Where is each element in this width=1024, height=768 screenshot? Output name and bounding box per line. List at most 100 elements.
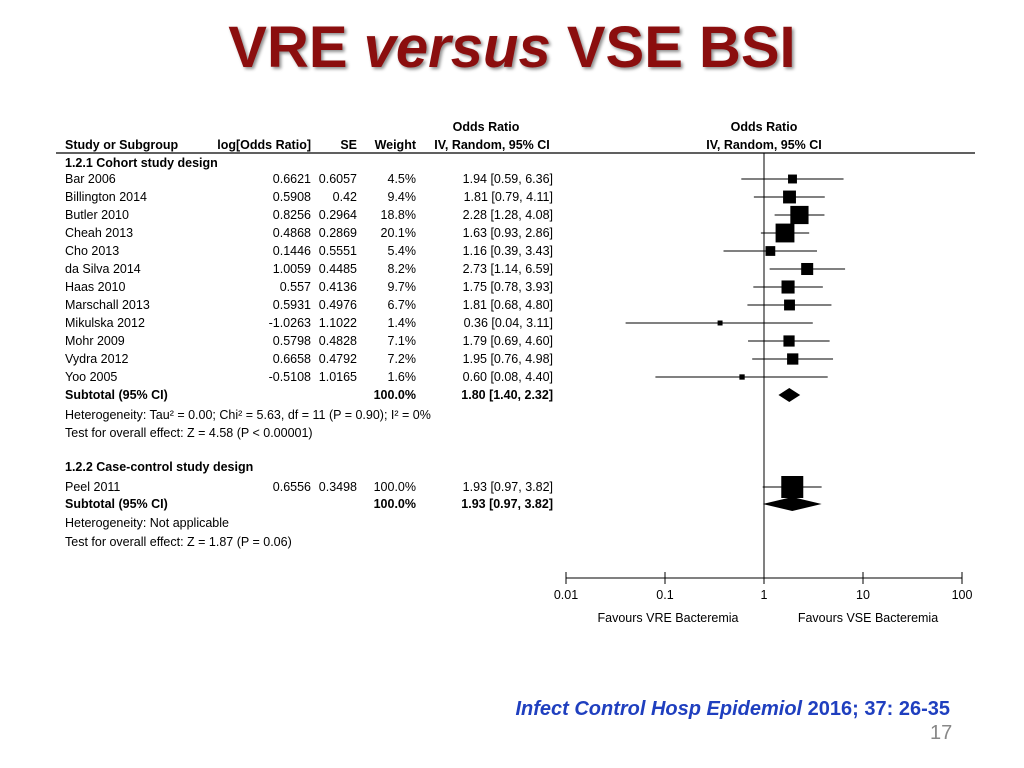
study-se: 1.0165: [319, 370, 357, 384]
study-se: 0.2869: [319, 226, 357, 240]
subtotal-ci: 1.93 [0.97, 3.82]: [461, 497, 553, 511]
study-name: Marschall 2013: [65, 298, 150, 312]
study-name: Billington 2014: [65, 190, 147, 204]
header-logor: log[Odds Ratio]: [217, 138, 311, 152]
study-name: Bar 2006: [65, 172, 116, 186]
study-se: 0.4485: [319, 262, 357, 276]
study-ci: 0.36 [0.04, 3.11]: [464, 316, 553, 330]
study-ci: 1.93 [0.97, 3.82]: [463, 480, 553, 494]
overall-effect-text: Test for overall effect: Z = 4.58 (P < 0…: [65, 426, 313, 440]
subtotal-weight: 100.0%: [374, 388, 416, 402]
header-or-top: Odds Ratio: [453, 120, 520, 134]
citation-details: 2016; 37: 26-35: [802, 698, 950, 720]
study-ci: 1.79 [0.69, 4.60]: [463, 334, 553, 348]
x-tick-label: 0.1: [656, 588, 673, 602]
study-marker: [781, 476, 804, 498]
header-weight: Weight: [375, 138, 417, 152]
favours-left-label: Favours VRE Bacteremia: [597, 611, 738, 625]
study-se: 0.6057: [319, 172, 357, 186]
study-marker: [783, 190, 796, 204]
study-marker: [765, 246, 776, 256]
study-logor: 0.1446: [273, 244, 311, 258]
study-weight: 20.1%: [381, 226, 416, 240]
study-marker: [787, 353, 799, 365]
study-weight: 5.4%: [388, 244, 417, 258]
slide-number: 17: [930, 722, 953, 744]
subtotal-weight: 100.0%: [374, 497, 416, 511]
study-se: 0.3498: [319, 480, 357, 494]
study-logor: -0.5108: [269, 370, 311, 384]
study-name: Mikulska 2012: [65, 316, 145, 330]
study-marker: [775, 223, 795, 243]
study-weight: 4.5%: [388, 172, 417, 186]
study-weight: 7.1%: [388, 334, 417, 348]
study-name: Mohr 2009: [65, 334, 125, 348]
subgroup-heading: 1.2.1 Cohort study design: [65, 156, 218, 170]
x-tick-label: 0.01: [554, 588, 578, 602]
study-logor: 0.5908: [273, 190, 311, 204]
heterogeneity-text: Heterogeneity: Tau² = 0.00; Chi² = 5.63,…: [65, 408, 431, 422]
study-logor: 0.8256: [273, 208, 311, 222]
study-logor: 0.557: [280, 280, 311, 294]
study-se: 0.4976: [319, 298, 357, 312]
study-ci: 2.73 [1.14, 6.59]: [463, 262, 553, 276]
header-plot-bottom: IV, Random, 95% CI: [706, 138, 822, 152]
title-part2: VSE BSI: [550, 15, 796, 80]
x-tick-label: 100: [952, 588, 973, 602]
subtotal-diamond: [778, 388, 801, 402]
study-ci: 1.63 [0.93, 2.86]: [463, 226, 553, 240]
study-marker: [739, 374, 745, 380]
study-name: Haas 2010: [65, 280, 126, 294]
study-logor: 0.6621: [273, 172, 311, 186]
citation: Infect Control Hosp Epidemiol 2016; 37: …: [0, 698, 950, 721]
study-weight: 9.7%: [388, 280, 417, 294]
study-logor: 0.6658: [273, 352, 311, 366]
study-logor: 0.4868: [273, 226, 311, 240]
study-ci: 2.28 [1.28, 4.08]: [463, 208, 553, 222]
forest-plot: Odds Ratio Odds Ratio Study or Subgroup log…: [56, 120, 975, 625]
heterogeneity-text: Heterogeneity: Not applicable: [65, 516, 229, 530]
study-logor: 1.0059: [273, 262, 311, 276]
study-marker: [717, 320, 723, 326]
study-weight: 6.7%: [388, 298, 417, 312]
study-marker: [783, 335, 795, 347]
subgroup-heading: 1.2.2 Case-control study design: [65, 460, 253, 474]
study-name: Vydra 2012: [65, 352, 129, 366]
study-ci: 1.81 [0.68, 4.80]: [463, 298, 553, 312]
subtotal-label: Subtotal (95% CI): [65, 388, 168, 402]
study-marker: [801, 262, 814, 276]
slide-title: VRE versus VSE BSI: [0, 14, 1024, 81]
study-name: Peel 2011: [65, 480, 120, 494]
study-weight: 100.0%: [374, 480, 416, 494]
study-ci: 0.60 [0.08, 4.40]: [463, 370, 553, 384]
x-tick-label: 10: [856, 588, 870, 602]
study-se: 0.4792: [319, 352, 357, 366]
study-marker: [784, 299, 795, 311]
overall-effect-text: Test for overall effect: Z = 1.87 (P = 0…: [65, 535, 292, 549]
study-weight: 1.4%: [388, 316, 417, 330]
study-weight: 1.6%: [388, 370, 417, 384]
header-plot-top: Odds Ratio: [731, 120, 798, 134]
study-logor: 0.5798: [273, 334, 311, 348]
study-ci: 1.16 [0.39, 3.43]: [463, 244, 553, 258]
header-study: Study or Subgroup: [65, 138, 179, 152]
study-se: 0.4828: [319, 334, 357, 348]
study-name: da Silva 2014: [65, 262, 141, 276]
title-part1: VRE: [228, 15, 364, 80]
header-se: SE: [340, 138, 357, 152]
study-weight: 7.2%: [388, 352, 417, 366]
study-name: Butler 2010: [65, 208, 129, 222]
study-logor: -1.0263: [269, 316, 311, 330]
header-or-bottom: IV, Random, 95% CI: [434, 138, 550, 152]
study-logor: 0.6556: [273, 480, 311, 494]
study-logor: 0.5931: [273, 298, 311, 312]
study-se: 0.5551: [319, 244, 357, 258]
study-se: 0.4136: [319, 280, 357, 294]
study-ci: 1.75 [0.78, 3.93]: [463, 280, 553, 294]
study-marker: [788, 174, 797, 184]
study-marker: [781, 280, 795, 294]
subtotal-label: Subtotal (95% CI): [65, 497, 168, 511]
subtotal-ci: 1.80 [1.40, 2.32]: [461, 388, 553, 402]
study-weight: 8.2%: [388, 262, 417, 276]
study-name: Cheah 2013: [65, 226, 133, 240]
